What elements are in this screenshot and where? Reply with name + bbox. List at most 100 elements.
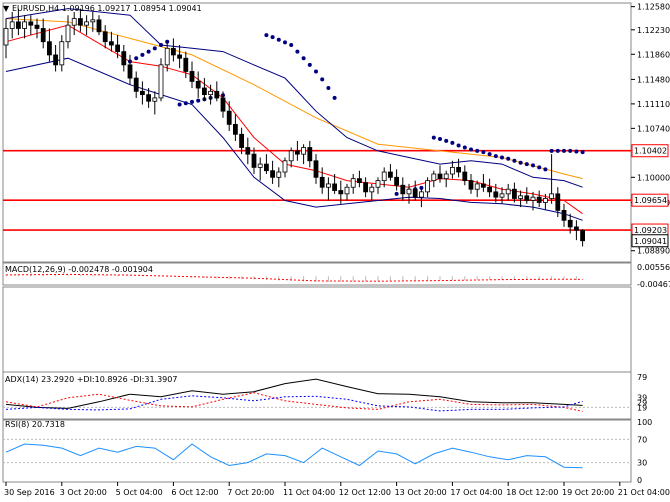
plus-di-line	[5, 392, 583, 412]
candlesticks[interactable]	[3, 8, 585, 247]
sar-dot	[487, 152, 492, 157]
macd-signal-line	[5, 273, 583, 282]
candle-body	[78, 18, 83, 26]
candle-body	[183, 57, 189, 72]
candle-body	[127, 64, 133, 79]
candle-body	[561, 209, 567, 221]
sar-dot	[512, 158, 517, 163]
candle-body	[313, 160, 319, 178]
rsi-tick-label: 0	[637, 476, 642, 485]
bollinger-upper-line	[5, 8, 583, 188]
candle-body	[480, 183, 486, 188]
candle-body	[9, 21, 15, 29]
candle-body	[47, 41, 52, 56]
candle-body	[474, 183, 480, 190]
candle-body	[294, 150, 300, 155]
rsi-indicator: 100 70 30 0	[2, 418, 652, 485]
candle-body	[487, 186, 493, 193]
rsi-frame	[2, 419, 632, 483]
sar-dot	[531, 163, 535, 168]
sar-dot	[450, 140, 455, 145]
sma-slow-line	[5, 18, 583, 180]
candle-body	[22, 21, 28, 29]
candle-body	[332, 183, 338, 191]
candle-body	[406, 188, 412, 195]
candle-body	[195, 80, 201, 89]
sar-dot	[562, 148, 566, 153]
candle-body	[493, 191, 499, 198]
sar-dot	[500, 155, 504, 160]
sar-dot	[518, 160, 523, 165]
candle-body	[270, 170, 276, 178]
candle-body	[425, 180, 431, 193]
chart-header-arrow[interactable]: ▼	[3, 4, 10, 13]
price-tick-label: 1.08890	[637, 247, 670, 256]
candle-body	[381, 171, 387, 182]
candle-body	[499, 193, 505, 198]
candle-body	[555, 193, 561, 211]
price-tick-label: 1.10740	[637, 124, 670, 133]
candle-body	[505, 188, 511, 195]
sar-dot	[493, 154, 498, 159]
level-tag-box	[631, 144, 669, 158]
candle-body	[307, 147, 313, 162]
adx-line	[5, 378, 583, 409]
price-tick-label: 1.10000	[637, 173, 670, 182]
time-tick-label: 6 Oct 12:00	[171, 488, 218, 497]
sar-dot	[524, 162, 529, 167]
time-tick-label: 11 Oct 04:00	[283, 488, 335, 497]
candle-body	[524, 195, 530, 201]
candle-body	[201, 87, 207, 96]
candle-body	[139, 90, 145, 96]
time-tick-label: 13 Oct 20:00	[395, 488, 447, 497]
candle-body	[53, 54, 58, 66]
candle-body	[344, 186, 350, 195]
chart-header: EURUSD,H4 1.09196 1.09217 1.08954 1.0904…	[12, 4, 202, 13]
candle-body	[356, 178, 362, 184]
sar-dot	[506, 156, 511, 161]
sar-dot	[183, 101, 188, 106]
macd-tick-label: 0.00556	[637, 263, 670, 272]
candle-body	[34, 24, 40, 29]
candle-body	[133, 77, 139, 92]
sar-dot	[314, 69, 318, 74]
candle-body	[400, 184, 406, 195]
time-tick-label: 19 Oct 20:00	[562, 488, 614, 497]
candle-body	[177, 54, 183, 59]
candle-body	[443, 173, 449, 180]
candle-body	[40, 28, 46, 43]
macd-frame	[2, 262, 632, 286]
candle-body	[375, 180, 381, 188]
candle-body	[220, 97, 226, 112]
candle-body	[102, 31, 108, 43]
time-tick-label: 12 Oct 12:00	[339, 488, 391, 497]
adx-tick-label: 19	[637, 403, 647, 412]
rsi-label: RSI(8) 20.7318	[5, 420, 65, 429]
adx-label: ADX(14) 23.2920 +DI:10.8926 -DI:31.3907	[5, 375, 177, 384]
time-tick-label: 7 Oct 20:00	[227, 488, 274, 497]
sar-dot	[462, 145, 467, 150]
candle-body	[449, 166, 455, 175]
candle-body	[518, 195, 523, 199]
candle-body	[456, 166, 462, 173]
candle-body	[412, 188, 418, 198]
sar-dot	[295, 49, 300, 54]
sar-dot	[307, 62, 312, 67]
sar-dot	[580, 150, 585, 155]
rsi-tick-label: 100	[637, 418, 652, 427]
time-axis: 30 Sep 2016 3 Oct 20:00 5 Oct 04:00 6 Oct 1…	[4, 482, 670, 497]
candle-body	[338, 190, 344, 195]
candle-body	[90, 19, 96, 23]
sar-dot	[134, 56, 139, 61]
candle-body	[369, 186, 375, 193]
rsi-line	[5, 443, 583, 469]
sar-dot	[326, 86, 331, 91]
sar-dot	[276, 37, 281, 42]
candle-body	[394, 176, 400, 186]
adx-tick-label: 79	[637, 373, 647, 382]
sar-dot	[140, 52, 145, 57]
candle-body	[567, 219, 573, 228]
candle-body	[28, 21, 34, 26]
